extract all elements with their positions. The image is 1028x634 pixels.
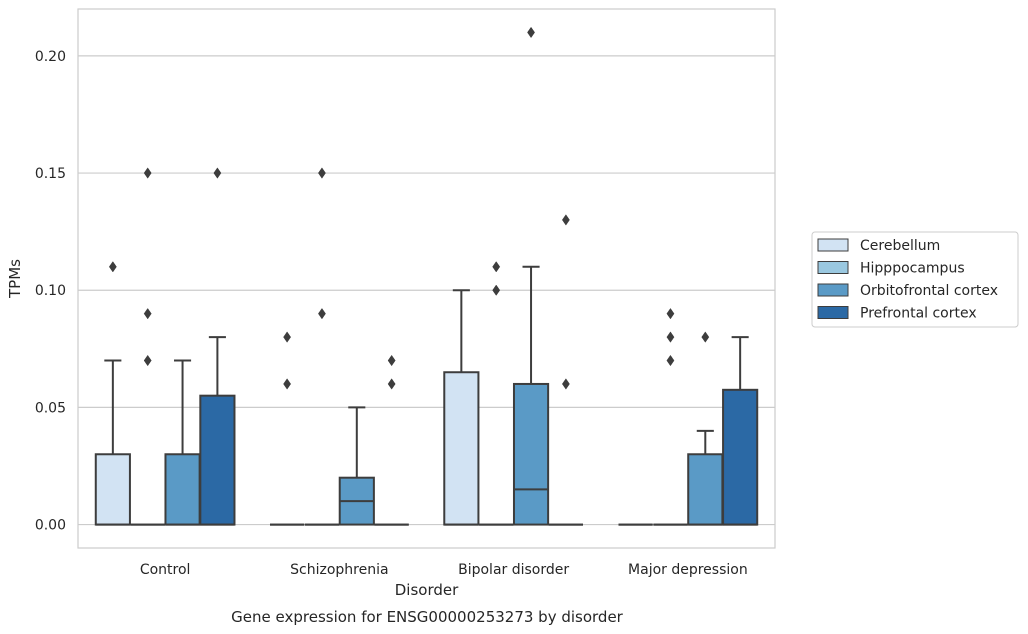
y-tick-label: 0.15 bbox=[35, 166, 66, 182]
outlier-point bbox=[492, 261, 501, 273]
box-body bbox=[722, 388, 759, 526]
box-prefrontal-cortex bbox=[199, 167, 236, 526]
outlier-point bbox=[318, 308, 326, 320]
box-body bbox=[164, 453, 201, 526]
box-orbitofrontal-cortex bbox=[164, 359, 201, 526]
outlier-point bbox=[561, 214, 570, 226]
box-prefrontal-cortex bbox=[548, 214, 583, 526]
outlier-point bbox=[108, 261, 117, 273]
outlier-point bbox=[492, 284, 501, 296]
box-body bbox=[512, 382, 550, 526]
legend-swatch bbox=[817, 283, 849, 297]
box-orbitofrontal-cortex bbox=[338, 406, 375, 526]
box-plots bbox=[94, 26, 759, 526]
plot-frame bbox=[77, 8, 776, 549]
box-prefrontal-cortex bbox=[722, 336, 759, 526]
y-tick-label: 0.05 bbox=[35, 400, 66, 416]
box-cerebellum bbox=[443, 289, 480, 526]
x-tick-label: Schizophrenia bbox=[290, 562, 388, 578]
x-axis-label: Disorder bbox=[395, 581, 459, 599]
outlier-point bbox=[701, 331, 710, 343]
outlier-point bbox=[387, 378, 396, 390]
legend-frame bbox=[811, 231, 1019, 328]
x-tick-labels: Control Schizophrenia Bipolar disorder Majo… bbox=[140, 562, 748, 578]
box-hipppocampus bbox=[479, 261, 514, 526]
y-tick-label: 0.20 bbox=[35, 49, 66, 65]
outlier-point bbox=[213, 167, 222, 179]
box-orbitofrontal-cortex bbox=[687, 331, 724, 526]
legend-label: Hipppocampus bbox=[860, 261, 965, 277]
outlier-point bbox=[527, 26, 535, 39]
box-body bbox=[687, 453, 724, 526]
legend-swatch bbox=[817, 238, 849, 252]
box-orbitofrontal-cortex bbox=[512, 26, 550, 526]
outlier-point bbox=[143, 167, 152, 179]
box-body bbox=[443, 371, 480, 526]
legend-label: Cerebellum bbox=[860, 238, 940, 254]
box-cerebellum bbox=[94, 261, 131, 526]
box-body bbox=[199, 394, 236, 526]
outlier-point bbox=[283, 378, 292, 390]
outlier-point bbox=[387, 354, 396, 367]
legend-label: Orbitofrontal cortex bbox=[860, 283, 998, 299]
box-hipppocampus bbox=[130, 167, 165, 526]
x-tick-label: Control bbox=[140, 562, 191, 578]
x-tick-label: Major depression bbox=[628, 562, 748, 578]
legend-swatch bbox=[817, 261, 849, 274]
outlier-point bbox=[283, 331, 292, 343]
legend-label: Prefrontal cortex bbox=[860, 306, 977, 322]
outlier-point bbox=[666, 331, 675, 343]
outlier-point bbox=[666, 308, 675, 320]
y-axis-label: TPMs bbox=[6, 259, 24, 299]
outlier-point bbox=[143, 308, 152, 320]
box-cerebellum bbox=[270, 331, 305, 526]
y-tick-labels: 0.00 0.05 0.10 0.15 0.20 bbox=[35, 49, 66, 534]
chart-caption: Gene expression for ENSG00000253273 by d… bbox=[231, 608, 624, 626]
outlier-point bbox=[666, 354, 675, 367]
legend: Cerebellum Hipppocampus Orbitofrontal cort… bbox=[811, 231, 1019, 328]
box-body bbox=[94, 453, 131, 526]
y-tick-label: 0.10 bbox=[35, 283, 66, 299]
legend-swatch bbox=[817, 306, 849, 319]
x-tick-label: Bipolar disorder bbox=[458, 562, 569, 578]
box-prefrontal-cortex bbox=[374, 354, 409, 526]
outlier-point bbox=[561, 378, 570, 390]
box-hipppocampus bbox=[653, 308, 688, 526]
outlier-point bbox=[318, 167, 326, 179]
outlier-point bbox=[143, 354, 152, 367]
box-hipppocampus bbox=[304, 167, 340, 526]
y-tick-label: 0.00 bbox=[35, 518, 66, 534]
